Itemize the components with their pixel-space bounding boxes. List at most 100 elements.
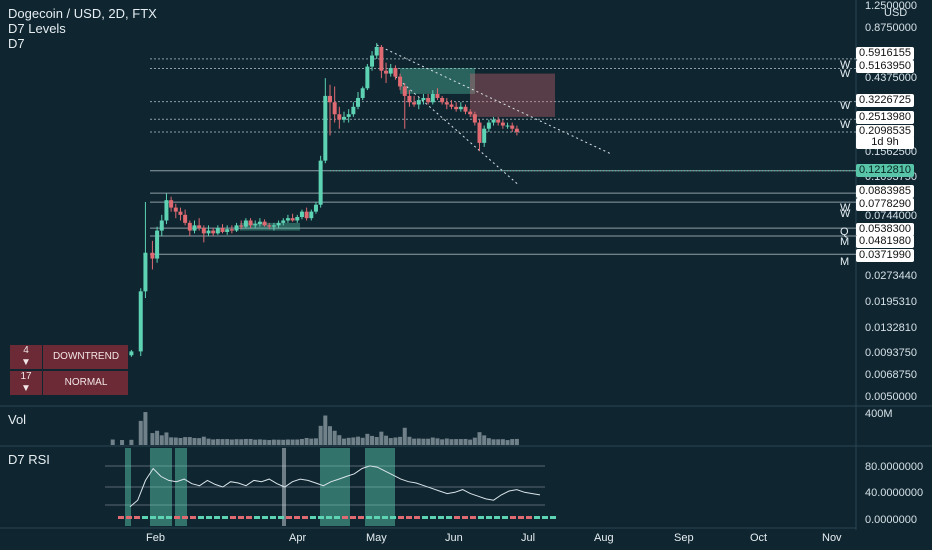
level-marker: W <box>840 100 851 112</box>
volume-bar <box>370 435 375 445</box>
volume-bar <box>482 435 487 445</box>
candle-body <box>477 122 482 143</box>
rsi-state-mark <box>150 516 156 519</box>
rsi-state-mark <box>142 516 148 519</box>
candle-body <box>262 221 267 226</box>
rsi-state-mark <box>398 516 404 519</box>
current-price-box: 0.1212810 <box>856 164 914 177</box>
rsi-state-mark <box>198 516 204 519</box>
indicator-d7-levels-label: D7 Levels <box>8 21 66 36</box>
level-price-box: 0.0778290 <box>856 198 914 211</box>
level-price-box: 0.5916155 <box>856 47 914 60</box>
volume-bar <box>398 436 403 445</box>
candle-body <box>313 204 318 212</box>
candle-body <box>257 221 262 225</box>
volume-bar <box>477 432 482 445</box>
price-axis-label: 0.4375000 <box>865 72 917 84</box>
volume-bar <box>421 438 426 445</box>
rsi-state-mark <box>118 516 124 519</box>
candle-body <box>159 220 164 231</box>
time-axis-label: Aug <box>594 532 614 544</box>
candle-body <box>183 214 188 223</box>
level-marker: M <box>840 236 850 248</box>
rsi-state-mark <box>422 516 428 519</box>
rsi-highlight-band <box>125 448 131 526</box>
candle-body <box>187 222 192 231</box>
volume-bar <box>192 437 197 445</box>
candle-body <box>229 229 234 231</box>
volatility-badge[interactable]: 17 ▼ NORMAL <box>10 371 128 395</box>
rsi-state-mark <box>470 516 476 519</box>
candle-body <box>295 217 300 221</box>
candle-body <box>201 227 206 234</box>
volume-bar <box>295 439 300 445</box>
volume-bar <box>412 438 417 445</box>
volume-bar <box>430 437 435 445</box>
volume-bar <box>248 438 253 445</box>
volume-pane-title: Vol <box>8 412 27 427</box>
candle-body <box>164 200 169 221</box>
volume-bar <box>239 439 244 445</box>
candle-body <box>365 66 370 89</box>
candle-body <box>374 46 379 56</box>
volume-bar <box>211 439 216 445</box>
volume-bar <box>169 437 174 445</box>
volume-axis-label: 400M <box>865 408 893 420</box>
volume-bar <box>510 439 515 445</box>
volume-bar <box>356 436 361 445</box>
volume-bar <box>143 412 148 445</box>
candle-body <box>342 116 347 120</box>
level-marker: W <box>840 202 851 214</box>
rsi-state-mark <box>326 516 332 519</box>
time-axis-label: Jul <box>521 532 536 544</box>
candle-body <box>337 114 342 120</box>
rsi-state-mark <box>382 516 388 519</box>
candle-body <box>388 67 393 74</box>
volume-bar <box>468 439 473 445</box>
volume-bar <box>155 430 160 445</box>
volume-bar <box>110 439 115 445</box>
time-axis-label: May <box>366 532 387 544</box>
candle-body <box>430 93 435 103</box>
candle-body <box>225 229 230 232</box>
volume-bar <box>440 439 445 445</box>
volume-bar <box>271 439 276 445</box>
candle-body <box>412 102 417 105</box>
volume-bar <box>346 437 351 445</box>
rsi-state-mark <box>278 516 284 519</box>
rsi-state-mark <box>358 516 364 519</box>
rsi-state-mark <box>302 516 308 519</box>
price-axis-label: 0.0195310 <box>865 296 917 308</box>
candle-body <box>239 225 244 227</box>
level-price-box: 0.0883985 <box>856 185 914 198</box>
trend-badge[interactable]: 4 ▼ DOWNTREND <box>10 345 128 369</box>
candle-body <box>234 225 239 231</box>
candle-body <box>169 200 174 208</box>
candle-body <box>444 102 449 105</box>
candle-body <box>285 218 290 221</box>
rsi-state-mark <box>230 516 236 519</box>
candle-body <box>129 351 134 356</box>
volume-bar <box>337 435 342 445</box>
rsi-highlight-band <box>365 448 395 526</box>
candle-body <box>514 128 519 132</box>
volume-bar <box>183 437 188 445</box>
rsi-state-mark <box>542 516 548 519</box>
candle-body <box>197 225 202 228</box>
volume-bar <box>253 439 258 445</box>
candle-body <box>206 230 211 234</box>
candle-body <box>267 225 272 227</box>
volume-bar <box>304 437 309 445</box>
candle-body <box>440 97 445 103</box>
volume-bar <box>496 439 501 445</box>
candle-body <box>271 225 276 227</box>
candle-body <box>398 76 403 87</box>
level-price-box: 0.0481980 <box>856 235 914 248</box>
candle-body <box>290 218 295 221</box>
price-axis-label: 0.0744000 <box>865 210 917 222</box>
level-price-box: 0.2513980 <box>856 111 914 124</box>
rsi-state-mark <box>158 516 164 519</box>
volume-bar <box>472 437 477 445</box>
